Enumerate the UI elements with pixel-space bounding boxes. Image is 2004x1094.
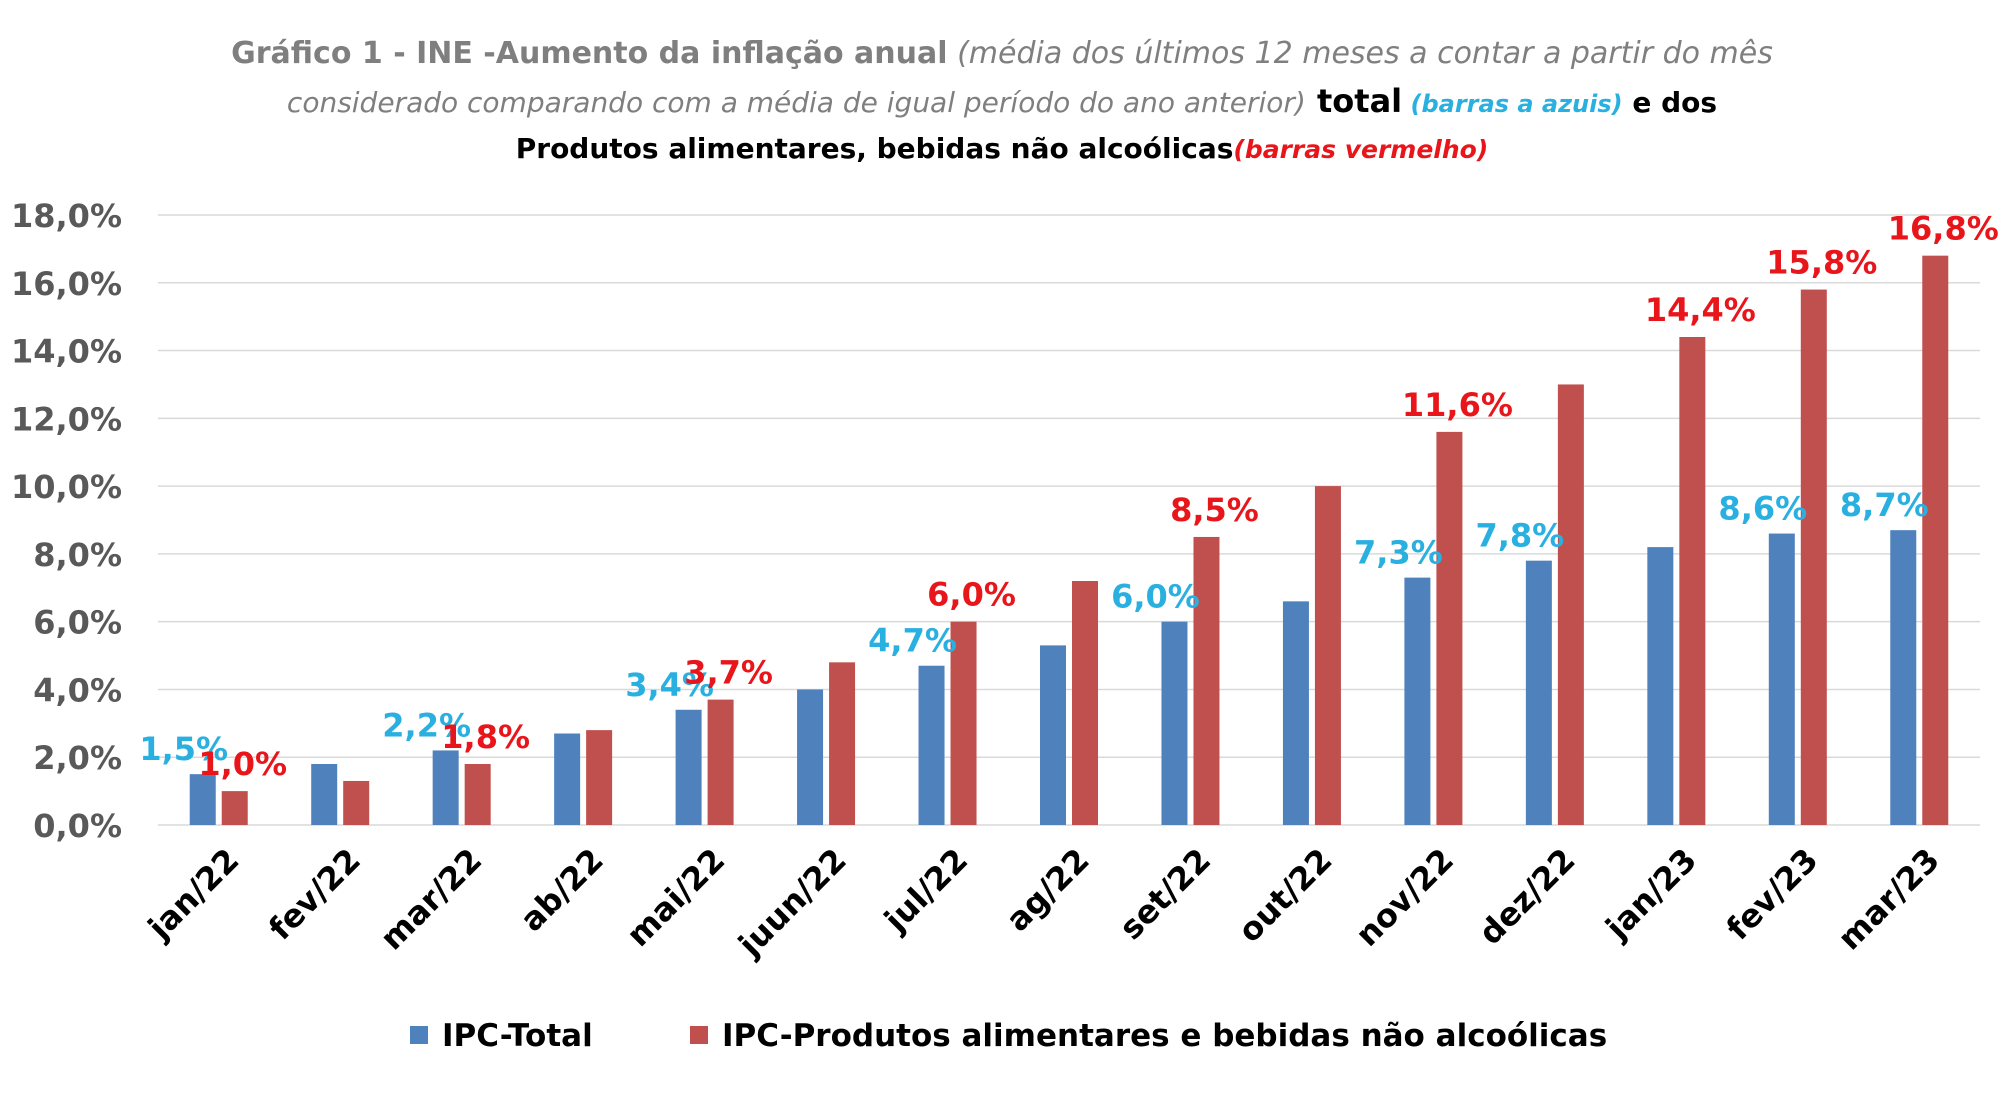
x-tick-label: jan/22 [139,841,246,948]
y-tick-label: 0,0% [33,807,122,845]
bar-food [221,791,248,825]
x-tick-label: fev/22 [261,841,368,948]
gridlines [158,214,1980,826]
bar-total [189,774,216,825]
bar-food [1193,536,1220,825]
bar-food [1436,431,1463,825]
data-label-food: 15,8% [1766,244,1877,282]
data-label-food: 3,7% [684,654,773,692]
x-tick-label: mar/22 [373,841,490,958]
title-food: Produtos alimentares, bebidas não alcoól… [516,132,1234,165]
bar-total [675,709,702,825]
x-tick-label: out/22 [1230,841,1339,950]
y-tick-label: 10,0% [11,468,122,506]
title-line-2: considerado comparando com a média de ig… [287,82,1717,120]
title-and: e dos [1623,86,1717,119]
bar-food [1557,384,1584,825]
bar-food [1072,581,1098,825]
data-label-total: 7,3% [1354,534,1443,572]
x-tick-label: mar/23 [1830,841,1947,958]
data-label-food: 11,6% [1402,386,1513,424]
data-label-total: 2,2% [382,706,471,744]
title-line-3: Produtos alimentares, bebidas não alcoól… [516,132,1489,165]
bar-food [1314,486,1341,825]
title-note-1: (média dos últimos 12 meses a contar a p… [948,36,1773,71]
bar-food [464,764,491,825]
x-tick-label: jan/23 [1597,841,1704,948]
title-main: Gráfico 1 - INE -Aumento da inflação anu… [231,36,947,71]
legend-swatch-food [690,1026,708,1044]
bar-total [432,750,459,825]
y-tick-label: 6,0% [33,604,122,642]
bar-total [1890,530,1917,825]
x-tick-label: ag/22 [999,841,1097,939]
x-tick-label: set/22 [1112,841,1218,947]
legend-item-total: IPC-Total [410,1018,593,1054]
bar-food [829,662,856,825]
y-axis-ticks: 0,0% 2,0% 4,0% 6,0% 8,0% 10,0% 12,0% 14,0% 16,0%… [11,197,122,845]
data-label-total: 3,4% [625,666,714,704]
y-tick-label: 14,0% [11,333,122,371]
bar-total [1282,601,1309,825]
data-labels: 1,5%1,0% 2,2%1,8% 3,4%3,7% 4,7% 6,0% 6,0% 8,5%… [139,210,1998,783]
bar-total [554,733,581,825]
bar-total [1161,621,1188,825]
data-label-food: 14,4% [1645,291,1756,329]
data-label-food: 16,8% [1888,210,1999,248]
legend: IPC-Total IPC-Produtos alimentares e bebi… [410,1018,1607,1054]
title-blue-note: (barras a azuis) [1402,90,1623,118]
x-tick-label: juun/22 [730,841,854,965]
data-label-food: 8,5% [1170,491,1259,529]
legend-label-total: IPC-Total [442,1018,593,1054]
bar-food [586,730,613,825]
legend-swatch-total [410,1026,428,1044]
y-tick-label: 16,0% [11,265,122,303]
bar-total [311,764,338,825]
data-label-total: 1,5% [139,730,228,768]
x-tick-label: dez/22 [1471,841,1582,952]
title-red-note: (barras vermelho) [1233,135,1488,164]
y-tick-label: 2,0% [33,739,122,777]
bar-total [1040,645,1066,825]
data-label-food: 1,0% [198,745,287,783]
data-label-total: 8,6% [1718,490,1807,528]
bar-food [1800,289,1827,825]
title-note-2: considerado comparando com a média de ig… [287,86,1306,119]
data-label-food: 1,8% [441,718,530,756]
data-label-total: 6,0% [1111,578,1200,616]
y-tick-label: 12,0% [11,400,122,438]
bars [189,255,1949,825]
bar-food [950,621,977,825]
bar-food [1922,255,1949,825]
x-tick-label: jul/22 [876,841,976,941]
bar-total [797,689,824,825]
data-label-total: 7,8% [1475,517,1564,555]
x-tick-label: mai/22 [619,841,732,954]
y-tick-label: 4,0% [33,671,122,709]
y-tick-label: 18,0% [11,197,122,235]
bar-total [1768,533,1795,825]
y-tick-label: 8,0% [33,536,122,574]
legend-item-food: IPC-Produtos alimentares e bebidas não a… [690,1018,1607,1054]
bar-total [1647,547,1674,825]
bar-food [707,699,734,825]
x-tick-label: ab/22 [513,841,611,939]
bar-total [1525,560,1552,825]
data-label-total: 8,7% [1840,486,1929,524]
bar-total [918,665,945,825]
bar-food [343,780,370,825]
bar-food [1679,337,1706,825]
data-label-total: 4,7% [868,622,957,660]
chart-title: Gráfico 1 - INE -Aumento da inflação anu… [231,36,1773,165]
data-label-food: 6,0% [927,576,1016,614]
x-tick-label: nov/22 [1348,841,1461,954]
title-total: total [1306,82,1402,120]
legend-label-food: IPC-Produtos alimentares e bebidas não a… [722,1018,1607,1054]
x-tick-label: fev/23 [1719,841,1826,948]
bar-total [1404,577,1431,825]
title-line-1: Gráfico 1 - INE -Aumento da inflação anu… [231,36,1773,71]
